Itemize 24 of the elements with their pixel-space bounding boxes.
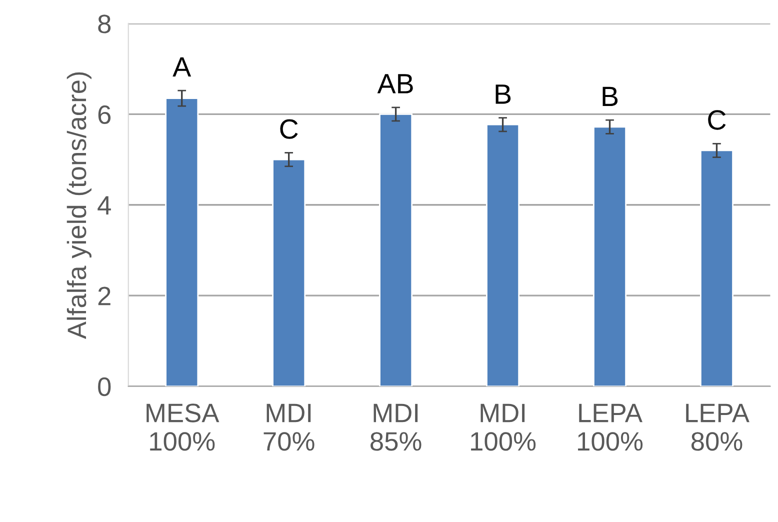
x-tick-label: MESA 100%: [146, 404, 220, 451]
y-axis-title: Alfalfa yield (tons/acre): [66, 72, 92, 340]
bar: [593, 126, 626, 386]
annotation: C: [280, 119, 298, 139]
annotation: AB: [377, 74, 413, 94]
annotation: B: [602, 86, 618, 106]
bar: [379, 113, 413, 386]
x-tick-label: MDI 100%: [471, 404, 536, 451]
y-tick-label: 6: [98, 105, 111, 124]
y-tick-label: 8: [98, 14, 111, 34]
bar: [165, 98, 199, 386]
y-tick-label: 0: [98, 377, 111, 396]
bar: [486, 124, 520, 386]
annotation: B: [496, 84, 511, 104]
y-tick-label: 2: [98, 286, 110, 306]
y-tick-label: 4: [98, 196, 111, 214]
x-tick-label: MDI 70%: [264, 404, 314, 451]
bar: [700, 150, 734, 386]
x-tick-label: LEPA 100%: [578, 404, 643, 451]
annotation: C: [708, 110, 726, 130]
x-tick-label: MDI 85%: [370, 404, 422, 451]
bar: [272, 158, 306, 386]
x-tick-label: LEPA 80%: [686, 404, 750, 451]
annotation: A: [172, 57, 192, 77]
